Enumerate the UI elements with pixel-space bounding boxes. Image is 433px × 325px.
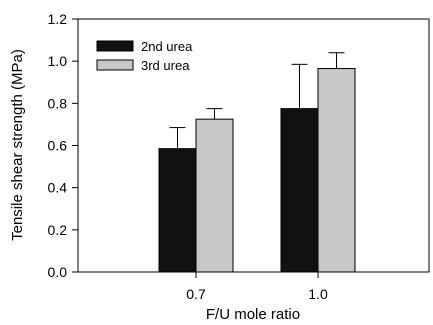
y-tick-label: 0.4 xyxy=(48,180,68,196)
legend-label: 3rd urea xyxy=(141,58,190,73)
bar-series-2-1.0 xyxy=(317,68,356,273)
y-axis-title: Tensile shear strength (MPa) xyxy=(9,49,26,241)
y-tick-label: 1.2 xyxy=(48,11,68,27)
x-axis: 0.7 1.0 xyxy=(186,272,328,302)
y-tick-label: 0.8 xyxy=(48,95,68,111)
y-tick-label: 1.0 xyxy=(48,53,68,69)
x-tick-label: 1.0 xyxy=(308,286,328,302)
y-tick-label: 0.2 xyxy=(48,222,68,238)
bar-series-1-1.0 xyxy=(280,108,319,273)
y-tick-label: 0.0 xyxy=(48,264,68,280)
bar-series-2-0.7 xyxy=(195,118,234,273)
legend-swatch xyxy=(96,59,134,71)
x-tick-label: 0.7 xyxy=(186,286,206,302)
error-bars xyxy=(169,52,345,149)
legend: 2nd urea 3rd urea xyxy=(96,39,193,73)
bars xyxy=(158,68,356,273)
y-tick-label: 0.6 xyxy=(48,138,68,154)
plot-frame xyxy=(77,18,430,273)
y-axis: 0.0 0.2 0.4 0.6 0.8 1.0 1.2 xyxy=(48,11,78,280)
bar-series-1-0.7 xyxy=(158,148,197,273)
x-axis-title: F/U mole ratio xyxy=(206,306,300,323)
legend-label: 2nd urea xyxy=(141,39,193,54)
legend-swatch xyxy=(96,40,134,52)
